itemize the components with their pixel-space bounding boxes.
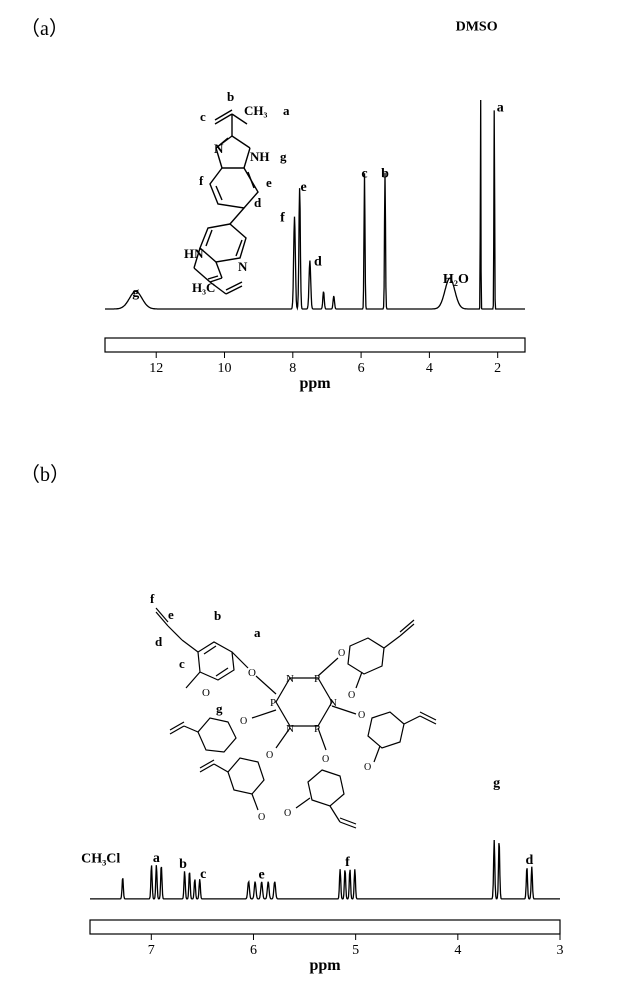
svg-text:N: N bbox=[214, 141, 224, 156]
struct-label-b: b bbox=[227, 89, 234, 104]
svg-text:5: 5 bbox=[352, 943, 359, 958]
struct-label-hn: HN bbox=[184, 246, 204, 261]
spectrum-a: b c CH₃ a NH g f e d H₃C HN N N 12 10 8 6 4 2… bbox=[0, 0, 627, 440]
axis-b: 7 6 5 4 3 ppm bbox=[90, 920, 564, 974]
svg-text:O: O bbox=[348, 690, 355, 701]
peak-label: b bbox=[381, 167, 389, 182]
panel-b: （b） N P N P N P O O bbox=[0, 440, 627, 1000]
peak-label: a bbox=[153, 851, 160, 866]
sb-g: g bbox=[216, 701, 223, 716]
struct-label-d: d bbox=[254, 195, 262, 210]
struct-label-a: a bbox=[283, 103, 290, 118]
peak-label: e bbox=[259, 868, 265, 883]
peak-label: a bbox=[497, 101, 504, 116]
svg-text:3: 3 bbox=[557, 943, 564, 958]
xlabel-a: ppm bbox=[299, 375, 331, 392]
svg-text:O: O bbox=[266, 750, 273, 761]
svg-text:N: N bbox=[238, 259, 248, 274]
spectrum-line-b bbox=[90, 840, 560, 899]
peak-label: e bbox=[301, 180, 307, 195]
structure-b: N P N P N P O O O O bbox=[156, 608, 436, 828]
peak-label: c bbox=[200, 867, 206, 882]
svg-text:6: 6 bbox=[358, 361, 365, 376]
sb-b: b bbox=[214, 608, 221, 623]
svg-text:O: O bbox=[248, 667, 256, 679]
struct-label-nh: NH bbox=[250, 149, 270, 164]
svg-text:O: O bbox=[338, 648, 345, 659]
struct-label-g: g bbox=[280, 149, 287, 164]
svg-text:O: O bbox=[364, 762, 371, 773]
panel-a: （a） bbox=[0, 0, 627, 440]
svg-text:O: O bbox=[258, 812, 265, 823]
struct-label-ch3: CH₃ bbox=[244, 103, 268, 118]
panel-b-label: （b） bbox=[20, 458, 70, 487]
struct-label-h3c: H₃C bbox=[192, 280, 215, 295]
svg-text:O: O bbox=[202, 687, 210, 699]
svg-text:12: 12 bbox=[149, 361, 163, 376]
peak-label: c bbox=[361, 167, 367, 182]
svg-text:O: O bbox=[284, 808, 291, 819]
peak-label: g bbox=[132, 285, 139, 300]
sb-d: d bbox=[155, 634, 163, 649]
peak-label: d bbox=[525, 853, 533, 868]
peak-label: g bbox=[493, 776, 500, 791]
struct-label-e: e bbox=[266, 175, 272, 190]
peak-label: b bbox=[179, 857, 187, 872]
peak-label: DMSO bbox=[456, 19, 498, 34]
spectrum-b: N P N P N P O O O O bbox=[0, 440, 627, 1000]
struct-label-c: c bbox=[200, 109, 206, 124]
svg-text:4: 4 bbox=[454, 943, 461, 958]
axis-a: 12 10 8 6 4 2 ppm bbox=[105, 338, 525, 392]
svg-text:2: 2 bbox=[494, 361, 501, 376]
structure-a bbox=[194, 110, 258, 294]
peak-label: CH₃Cl bbox=[81, 851, 120, 866]
svg-text:4: 4 bbox=[426, 361, 433, 376]
structure-a-labels: b c CH₃ a NH g f e d H₃C HN N N bbox=[184, 89, 290, 295]
svg-text:O: O bbox=[322, 754, 329, 765]
peak-label: H₂O bbox=[443, 272, 469, 287]
peak-label: f bbox=[345, 855, 350, 870]
svg-text:P: P bbox=[270, 697, 276, 709]
svg-text:10: 10 bbox=[218, 361, 232, 376]
struct-label-f: f bbox=[199, 173, 204, 188]
sb-e: e bbox=[168, 607, 174, 622]
xlabel-b: ppm bbox=[309, 957, 341, 974]
sb-a: a bbox=[254, 625, 261, 640]
peak-label: d bbox=[314, 255, 322, 270]
peak-labels-b: CH₃Cl a bc e f g d bbox=[81, 776, 533, 883]
svg-text:O: O bbox=[240, 716, 247, 727]
sb-c: c bbox=[179, 656, 185, 671]
svg-text:O: O bbox=[358, 710, 365, 721]
svg-text:8: 8 bbox=[289, 361, 296, 376]
svg-text:N: N bbox=[286, 673, 294, 685]
svg-text:6: 6 bbox=[250, 943, 257, 958]
peak-label: f bbox=[280, 211, 285, 226]
svg-text:7: 7 bbox=[148, 943, 155, 958]
panel-a-label: （a） bbox=[20, 12, 69, 41]
sb-f: f bbox=[150, 591, 155, 606]
svg-text:P: P bbox=[314, 723, 320, 735]
